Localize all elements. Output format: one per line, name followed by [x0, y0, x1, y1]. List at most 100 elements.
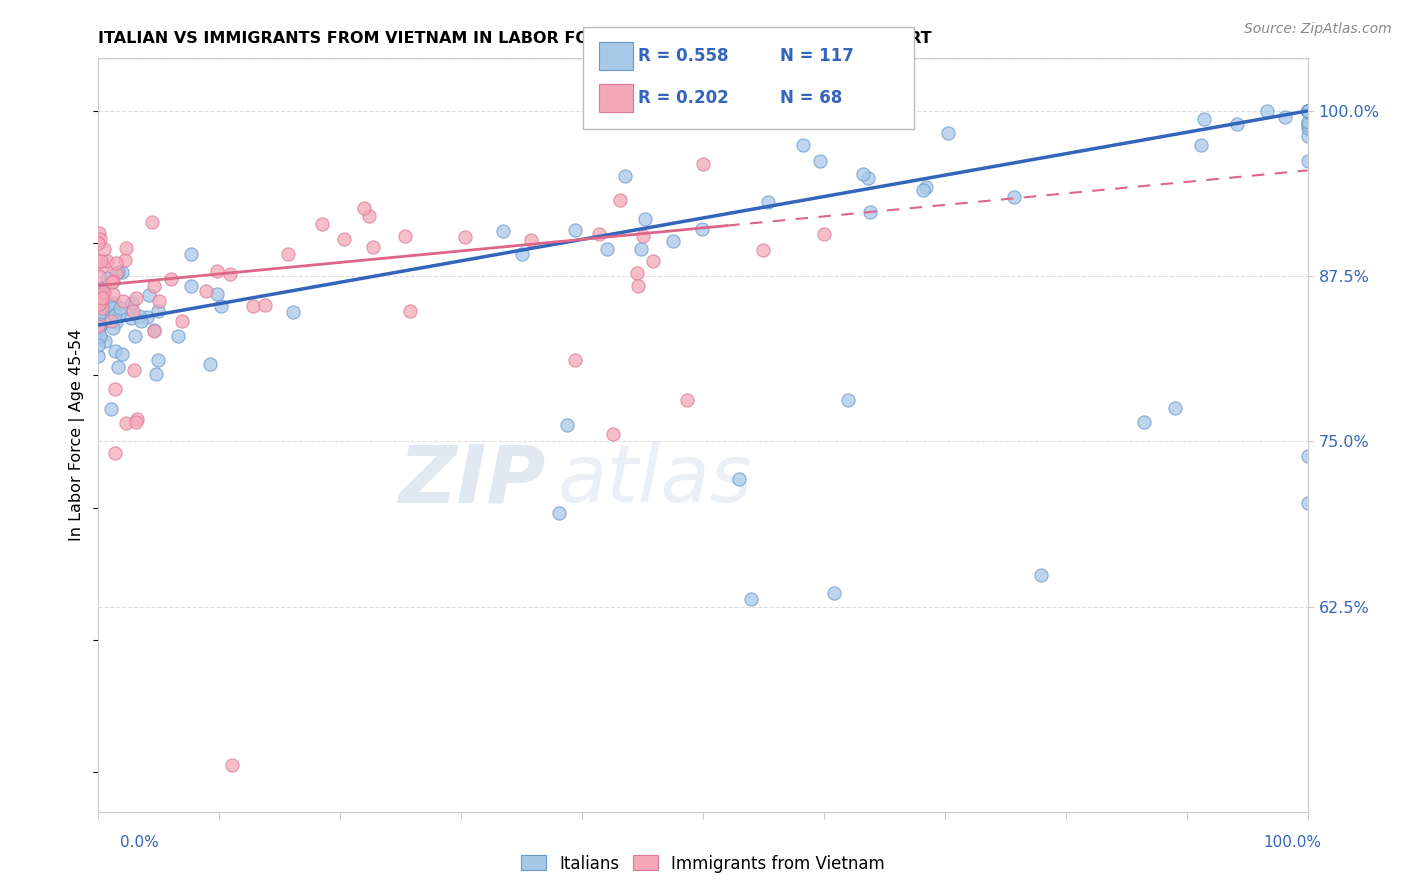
Point — [634, 211, 657, 226]
Point — [103, 287, 125, 301]
Point — [1296, 103, 1319, 118]
Point — [1133, 416, 1156, 430]
Point — [253, 298, 276, 312]
Point — [548, 506, 571, 520]
Text: N = 68: N = 68 — [780, 89, 842, 107]
Point — [1296, 103, 1319, 118]
Point — [810, 154, 832, 169]
Point — [87, 297, 110, 311]
Point — [107, 359, 129, 374]
Point — [101, 320, 124, 334]
Point — [852, 167, 875, 181]
Point — [93, 287, 115, 301]
Point — [180, 247, 202, 261]
Point — [89, 318, 111, 332]
Point — [1296, 103, 1319, 118]
Point — [756, 195, 779, 210]
Point — [1296, 103, 1319, 118]
Point — [1296, 103, 1319, 118]
Point — [1002, 190, 1025, 204]
Point — [198, 357, 221, 371]
Point — [333, 232, 356, 246]
Point — [595, 242, 617, 256]
Point — [359, 209, 381, 223]
Point — [124, 329, 146, 343]
Point — [242, 299, 264, 313]
Text: N = 117: N = 117 — [780, 47, 855, 65]
Point — [1296, 103, 1319, 118]
Point — [89, 294, 111, 309]
Point — [89, 328, 111, 343]
Point — [1296, 104, 1319, 119]
Point — [1256, 103, 1278, 118]
Point — [141, 215, 163, 229]
Point — [104, 446, 127, 460]
Point — [398, 304, 420, 318]
Text: ITALIAN VS IMMIGRANTS FROM VIETNAM IN LABOR FORCE | AGE 45-54 CORRELATION CHART: ITALIAN VS IMMIGRANTS FROM VIETNAM IN LA… — [98, 31, 932, 47]
Point — [96, 270, 118, 285]
Point — [96, 253, 118, 268]
Point — [520, 233, 543, 247]
Point — [281, 305, 304, 319]
Point — [1296, 449, 1319, 463]
Point — [120, 311, 142, 326]
Point — [361, 239, 384, 253]
Point — [454, 230, 477, 244]
Point — [127, 412, 149, 426]
Point — [90, 282, 112, 296]
Point — [90, 301, 112, 315]
Point — [136, 310, 159, 324]
Point — [159, 272, 181, 286]
Point — [128, 309, 150, 323]
Point — [205, 264, 228, 278]
Point — [211, 299, 233, 313]
Point — [90, 286, 112, 301]
Point — [108, 306, 131, 320]
Text: 0.0%: 0.0% — [120, 836, 159, 850]
Point — [91, 294, 114, 309]
Point — [1296, 103, 1319, 118]
Point — [1296, 103, 1319, 118]
Point — [93, 284, 115, 298]
Text: Source: ZipAtlas.com: Source: ZipAtlas.com — [1244, 22, 1392, 37]
Point — [90, 289, 112, 303]
Point — [94, 334, 117, 348]
Point — [104, 382, 127, 396]
Point — [101, 274, 124, 288]
Point — [1274, 110, 1296, 124]
Text: ZIP: ZIP — [398, 441, 546, 519]
Point — [1296, 103, 1319, 118]
Point — [915, 180, 938, 194]
Point — [122, 363, 145, 377]
Point — [166, 328, 188, 343]
Point — [101, 275, 124, 289]
Point — [110, 301, 132, 315]
Point — [87, 310, 110, 324]
Point — [114, 241, 136, 255]
Point — [1296, 103, 1319, 118]
Point — [180, 279, 202, 293]
Point — [692, 157, 714, 171]
Point — [91, 294, 114, 309]
Point — [627, 279, 650, 293]
Point — [1296, 103, 1319, 118]
Point — [1296, 103, 1319, 118]
Point — [115, 416, 138, 430]
Point — [752, 243, 775, 257]
Point — [938, 126, 960, 140]
Point — [89, 330, 111, 344]
Point — [194, 284, 217, 298]
Point — [856, 171, 879, 186]
Point — [311, 217, 333, 231]
Point — [1029, 567, 1052, 582]
Point — [740, 592, 762, 607]
Point — [170, 313, 193, 327]
Point — [104, 266, 127, 280]
Point — [492, 224, 515, 238]
Point — [219, 267, 242, 281]
Point — [602, 426, 624, 441]
Point — [277, 246, 299, 260]
Point — [1296, 103, 1319, 118]
Point — [131, 314, 153, 328]
Point — [89, 227, 111, 241]
